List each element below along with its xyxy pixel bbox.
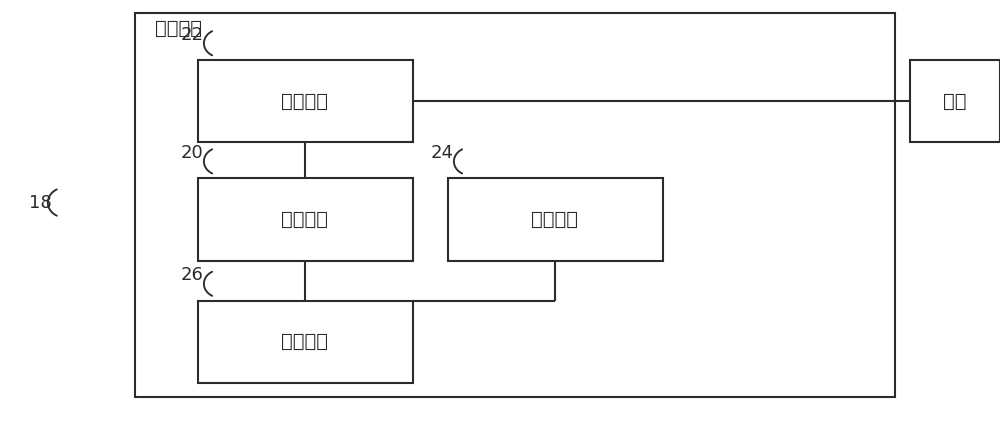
Bar — [198, 60, 413, 143]
Text: 设定单元: 设定单元 — [282, 210, 328, 229]
Text: 20: 20 — [181, 144, 204, 162]
Text: 24: 24 — [431, 144, 454, 162]
Text: 26: 26 — [181, 266, 204, 284]
Bar — [135, 13, 895, 397]
Text: 感测单元: 感测单元 — [532, 210, 578, 229]
Text: 18: 18 — [29, 194, 51, 211]
Text: 22: 22 — [181, 26, 204, 44]
Bar — [198, 178, 413, 260]
Text: 控制模块: 控制模块 — [155, 19, 202, 38]
Bar — [448, 178, 663, 260]
Text: 动模: 动模 — [943, 92, 967, 111]
Bar — [198, 300, 413, 383]
Text: 运算单元: 运算单元 — [282, 332, 328, 352]
Bar — [910, 60, 1000, 143]
Text: 驱动单元: 驱动单元 — [282, 92, 328, 111]
